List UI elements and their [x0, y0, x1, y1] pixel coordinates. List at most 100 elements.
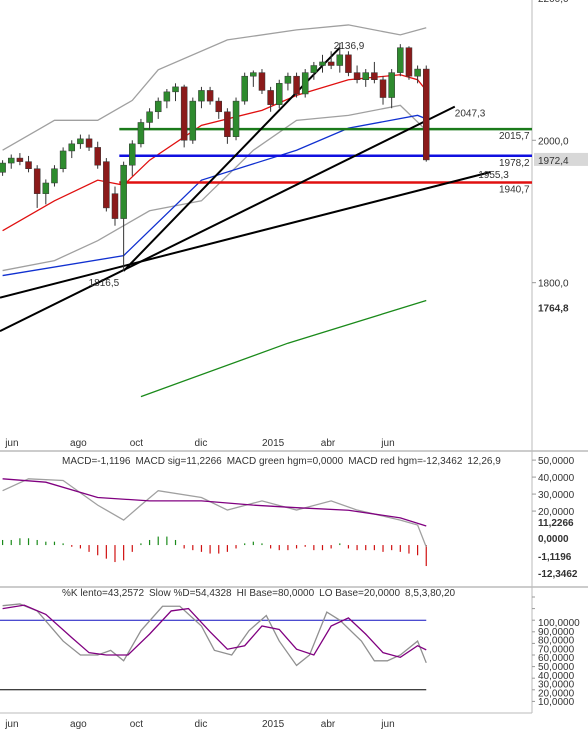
x-tick-label: jun [4, 719, 18, 730]
candle-body [51, 168, 58, 184]
x-tick-label: oct [130, 719, 144, 730]
last-price-box [534, 152, 588, 166]
candle-body [68, 143, 76, 152]
candle-body [293, 75, 300, 95]
candle-body [319, 61, 326, 66]
candle-body [206, 90, 214, 102]
plot-area [0, 603, 427, 691]
candle-body [59, 150, 67, 170]
value-marker-label: -1,1196 [538, 552, 572, 563]
candle-body [154, 100, 162, 113]
candle-body [397, 47, 404, 73]
level-label: 2015,7 [499, 131, 530, 142]
candle-body [258, 72, 266, 91]
price-annotation: 2136,9 [334, 41, 365, 52]
indicator-line [2, 478, 427, 527]
candle-body [16, 157, 24, 162]
indicator-header: MACD green hgm=0,0000 [227, 456, 344, 467]
last-price-label: 1972,4 [538, 156, 569, 167]
candle-body [241, 75, 248, 102]
plot-area [0, 24, 532, 398]
indicator-header: LO Base=20,0000 [319, 588, 400, 599]
level-label: 1940,7 [499, 184, 530, 195]
indicator-line [2, 74, 427, 232]
indicator-line [2, 603, 427, 667]
candle-body [284, 75, 292, 84]
price-annotation: 1816,5 [89, 278, 120, 289]
indicator-line [140, 299, 427, 398]
candle-body [42, 182, 50, 194]
candle-body [215, 100, 222, 113]
x-tick-label: abr [321, 719, 336, 730]
x-tick-label: jun [380, 719, 394, 730]
y-tick-label: 2000,0 [538, 136, 569, 147]
indicator-line [2, 604, 427, 659]
y-tick-label: 10,0000 [538, 697, 575, 708]
indicator-header: MACD red hgm=-12,3462 [348, 456, 463, 467]
y-tick-label: 30,0000 [538, 490, 575, 501]
y-tick-label: 2200,0 [538, 0, 569, 5]
candle-body [137, 122, 145, 145]
x-tick-label: ago [70, 719, 87, 730]
candle-body [232, 100, 240, 137]
candle-body [0, 162, 6, 173]
indicator-header: Slow %D=54,4328 [149, 588, 232, 599]
candle-body [120, 164, 127, 219]
candle-body [33, 168, 41, 194]
candle-body [301, 72, 309, 95]
candle-body [422, 68, 430, 161]
candle-body [163, 91, 171, 102]
candle-body [180, 86, 188, 141]
indicator-header: 8,5,3,80,20 [405, 588, 455, 599]
candle-body [353, 72, 361, 80]
trend-line [0, 171, 491, 299]
candle-body [362, 72, 369, 80]
candle-body [310, 65, 318, 73]
candle-body [327, 61, 335, 66]
candle-body [388, 72, 395, 98]
y-tick-label: 20,0000 [538, 507, 575, 518]
y-tick-label: 30,0000 [538, 680, 575, 691]
candle-body [379, 79, 387, 98]
candle-body [77, 138, 84, 145]
candle-body [25, 161, 32, 169]
candle-body [345, 54, 352, 73]
candle-body [103, 161, 110, 209]
x-tick-label: ago [70, 438, 87, 449]
candle-body [146, 111, 153, 123]
y-tick-label: 1800,0 [538, 279, 569, 290]
indicator-header: MACD sig=11,2266 [135, 456, 222, 467]
indicator-header: HI Base=80,0000 [237, 588, 315, 599]
candle-body [336, 54, 344, 66]
indicator-line [2, 24, 427, 151]
x-tick-label: jun [380, 438, 394, 449]
x-tick-label: dic [195, 438, 208, 449]
indicator-header: 12,26,9 [467, 456, 501, 467]
level-label: 1978,2 [499, 158, 530, 169]
candle-body [414, 68, 421, 77]
plot-area [1, 478, 427, 567]
x-tick-label: oct [130, 438, 144, 449]
y-tick-label: 20,0000 [538, 688, 575, 699]
candle-body [371, 72, 378, 80]
x-tick-label: 2015 [262, 438, 285, 449]
trend-line [0, 105, 456, 332]
value-marker-label: 0,0000 [538, 534, 569, 545]
y-tick-label: 100,0000 [538, 618, 580, 629]
trend-label: 1955,3 [478, 170, 509, 181]
y-tick-label: 40,0000 [538, 671, 575, 682]
candle-body [405, 47, 413, 77]
candle-body [85, 138, 93, 148]
candle-body [224, 111, 231, 137]
marker-label: 1764,8 [538, 304, 569, 315]
x-tick-label: abr [321, 438, 336, 449]
indicator-header: %K lento=43,2572 [62, 588, 144, 599]
candle-body [172, 86, 179, 93]
indicator-header: MACD=-1,1196 [62, 456, 131, 467]
candle-body [276, 83, 283, 105]
y-tick-label: 60,0000 [538, 653, 575, 664]
y-tick-label: 90,0000 [538, 627, 575, 638]
y-tick-label: 80,0000 [538, 636, 575, 647]
